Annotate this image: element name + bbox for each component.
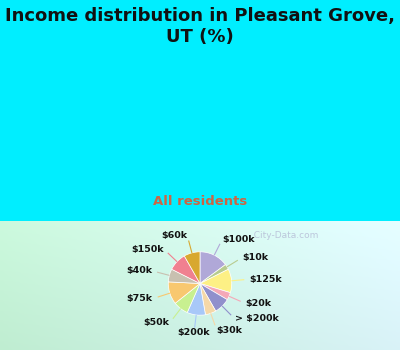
Text: City-Data.com: City-Data.com xyxy=(248,231,318,240)
Text: $125k: $125k xyxy=(250,275,282,284)
Wedge shape xyxy=(200,265,228,284)
Wedge shape xyxy=(172,256,200,284)
Wedge shape xyxy=(184,252,200,284)
Wedge shape xyxy=(168,282,200,303)
Wedge shape xyxy=(168,269,200,284)
Text: $100k: $100k xyxy=(222,235,255,244)
Text: $40k: $40k xyxy=(126,266,152,275)
Text: All residents: All residents xyxy=(153,195,247,208)
Wedge shape xyxy=(200,284,230,300)
Text: $75k: $75k xyxy=(127,294,153,303)
Wedge shape xyxy=(200,284,227,311)
Wedge shape xyxy=(200,252,226,284)
Wedge shape xyxy=(187,284,206,315)
Text: $30k: $30k xyxy=(217,326,243,335)
Wedge shape xyxy=(200,284,216,315)
Text: $20k: $20k xyxy=(245,299,272,308)
Text: $10k: $10k xyxy=(242,253,268,262)
Text: Income distribution in Pleasant Grove,
UT (%): Income distribution in Pleasant Grove, U… xyxy=(5,7,395,46)
Text: $200k: $200k xyxy=(178,328,210,337)
Wedge shape xyxy=(200,269,232,293)
Wedge shape xyxy=(175,284,200,313)
Text: $50k: $50k xyxy=(144,318,170,327)
Text: > $200k: > $200k xyxy=(235,314,279,323)
Text: $60k: $60k xyxy=(161,231,187,240)
Text: $150k: $150k xyxy=(132,245,164,254)
